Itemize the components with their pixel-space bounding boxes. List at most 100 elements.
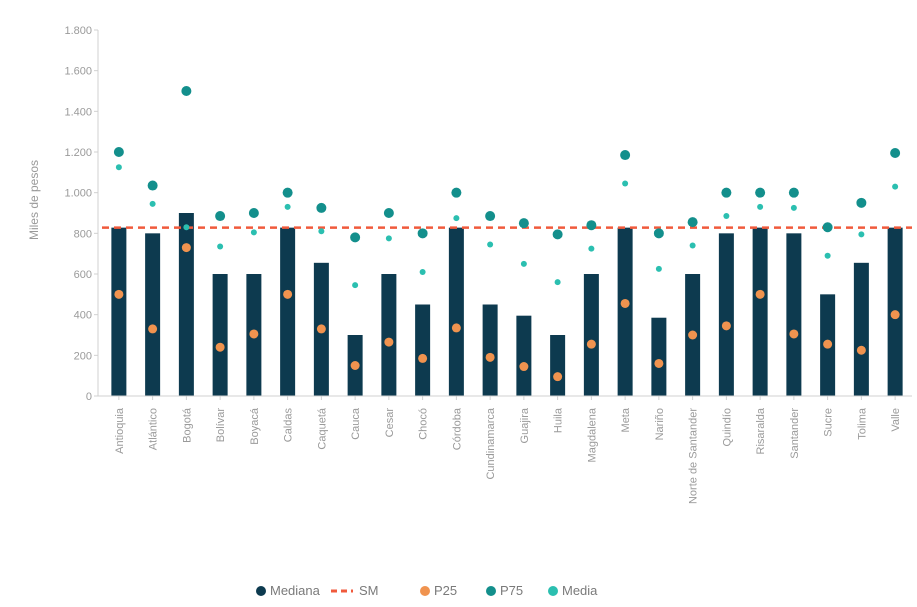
point-p75 bbox=[113, 147, 124, 157]
point-p25 bbox=[485, 352, 495, 362]
point-p75 bbox=[316, 202, 327, 213]
point-p75 bbox=[451, 187, 462, 198]
point-p75 bbox=[383, 208, 394, 218]
point-p25 bbox=[890, 310, 900, 320]
point-p25 bbox=[553, 372, 563, 382]
point-media bbox=[149, 200, 156, 207]
point-media bbox=[520, 260, 527, 267]
legend-label: Media bbox=[562, 583, 598, 598]
legend-marker-p25 bbox=[420, 586, 430, 596]
point-p75 bbox=[248, 208, 259, 218]
x-tick-label: Santander bbox=[789, 408, 801, 459]
point-p25 bbox=[451, 323, 461, 333]
point-p75 bbox=[620, 150, 631, 161]
x-tick-label: Bolívar bbox=[215, 408, 227, 443]
x-tick-label: Chocó bbox=[418, 408, 430, 440]
x-axis: Antioquia Atlántico Bogotá Bolívar Boyacá Cal… bbox=[114, 396, 902, 504]
point-p75 bbox=[687, 217, 698, 228]
point-p25 bbox=[620, 298, 630, 308]
point-p75 bbox=[822, 222, 833, 233]
y-tick-label: 1.600 bbox=[64, 66, 92, 78]
point-p75 bbox=[350, 232, 361, 243]
x-tick-label: Nariño bbox=[654, 408, 666, 440]
point-p75 bbox=[890, 148, 901, 159]
bar-mediana bbox=[415, 304, 431, 396]
point-media bbox=[689, 242, 696, 249]
x-tick-label: Atlántico bbox=[148, 408, 160, 450]
y-tick-label: 800 bbox=[74, 228, 92, 240]
point-p25 bbox=[249, 329, 259, 339]
point-p25 bbox=[789, 329, 799, 339]
y-axis-title: Miles de pesos bbox=[27, 160, 41, 240]
legend-label: SM bbox=[359, 583, 379, 598]
legend: Mediana SM P25 P75 Media bbox=[256, 583, 598, 598]
point-p75 bbox=[586, 220, 597, 231]
point-p25 bbox=[519, 362, 529, 372]
point-p75 bbox=[856, 197, 867, 208]
bar-mediana bbox=[718, 233, 734, 396]
bar-mediana bbox=[178, 213, 194, 396]
bar-mediana bbox=[651, 317, 667, 396]
point-p25 bbox=[856, 345, 866, 355]
legend-label: P25 bbox=[434, 583, 457, 598]
point-media bbox=[824, 252, 831, 259]
bar-mediana bbox=[516, 315, 532, 396]
point-media bbox=[419, 268, 426, 275]
point-p75 bbox=[282, 187, 293, 198]
y-tick-label: 1.200 bbox=[64, 147, 92, 159]
point-media bbox=[453, 215, 460, 222]
point-p25 bbox=[114, 289, 124, 299]
x-tick-label: Antioquia bbox=[114, 407, 126, 454]
x-tick-label: Norte de Santander bbox=[688, 408, 700, 504]
point-media bbox=[757, 203, 764, 210]
point-p75 bbox=[417, 228, 428, 239]
y-tick-label: 200 bbox=[74, 350, 92, 362]
point-p25 bbox=[181, 243, 191, 253]
x-tick-label: Magdalena bbox=[586, 407, 598, 462]
point-p25 bbox=[148, 324, 158, 334]
point-media bbox=[723, 213, 730, 220]
point-p25 bbox=[721, 321, 731, 331]
point-p75 bbox=[181, 86, 192, 96]
y-tick-label: 0 bbox=[86, 391, 92, 403]
x-tick-label: Meta bbox=[620, 407, 632, 432]
point-media bbox=[588, 245, 595, 252]
point-media bbox=[318, 228, 325, 235]
point-p25 bbox=[316, 324, 326, 334]
y-tick-label: 1.800 bbox=[64, 25, 92, 37]
bar-mediana bbox=[583, 274, 599, 396]
legend-marker-mediana bbox=[256, 586, 266, 596]
point-p75 bbox=[147, 180, 158, 191]
point-p75 bbox=[721, 187, 732, 198]
point-media bbox=[858, 231, 865, 238]
point-p75 bbox=[215, 211, 226, 222]
point-p25 bbox=[688, 330, 698, 340]
x-tick-label: Caquetá bbox=[316, 407, 328, 449]
point-p25 bbox=[823, 339, 833, 349]
y-axis: 0 200 400 600 800 1.000 1.200 1.400 1.600 1.800 bbox=[64, 25, 99, 403]
x-tick-label: Guajira bbox=[519, 407, 531, 443]
point-p25 bbox=[586, 339, 596, 349]
point-media bbox=[352, 282, 359, 289]
point-p75 bbox=[552, 229, 563, 240]
legend-label: P75 bbox=[500, 583, 523, 598]
x-tick-label: Risaralda bbox=[755, 407, 767, 454]
x-tick-label: Cundinamarca bbox=[485, 407, 497, 479]
x-tick-label: Valle bbox=[890, 408, 902, 432]
point-p25 bbox=[384, 337, 394, 347]
point-p75 bbox=[755, 187, 766, 198]
point-p25 bbox=[350, 361, 360, 370]
point-p25 bbox=[215, 342, 225, 352]
x-tick-label: Boyacá bbox=[249, 407, 261, 445]
plot-area bbox=[98, 86, 912, 397]
bar-mediana bbox=[381, 274, 397, 396]
x-tick-label: Caldas bbox=[283, 408, 295, 443]
bar-mediana bbox=[550, 335, 566, 396]
x-tick-label: Bogotá bbox=[181, 407, 193, 443]
point-media bbox=[622, 180, 629, 187]
point-media bbox=[183, 224, 190, 231]
point-p25 bbox=[418, 353, 428, 363]
bar-mediana bbox=[145, 233, 161, 396]
point-media bbox=[892, 183, 899, 190]
point-media bbox=[790, 204, 797, 211]
